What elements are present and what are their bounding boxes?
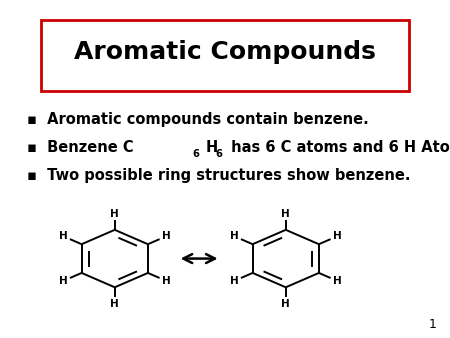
Text: H: H xyxy=(281,209,290,219)
Text: H: H xyxy=(205,140,217,154)
Text: H: H xyxy=(333,231,342,241)
Text: H: H xyxy=(162,276,171,286)
Text: H: H xyxy=(58,276,68,286)
Text: H: H xyxy=(110,209,119,219)
Text: ▪  Two possible ring structures show benzene.: ▪ Two possible ring structures show benz… xyxy=(27,168,410,183)
Text: 1: 1 xyxy=(428,318,436,331)
Text: Aromatic Compounds: Aromatic Compounds xyxy=(74,40,376,65)
Text: H: H xyxy=(281,298,290,309)
Text: has 6 C atoms and 6 H Atoms: has 6 C atoms and 6 H Atoms xyxy=(226,140,450,154)
Text: H: H xyxy=(58,231,68,241)
Text: H: H xyxy=(110,298,119,309)
Text: ▪  Aromatic compounds contain benzene.: ▪ Aromatic compounds contain benzene. xyxy=(27,113,369,127)
Text: H: H xyxy=(333,276,342,286)
FancyBboxPatch shape xyxy=(40,20,410,91)
Text: 6: 6 xyxy=(215,149,222,160)
Text: ▪  Benzene C: ▪ Benzene C xyxy=(27,140,134,154)
Text: 6: 6 xyxy=(193,149,199,160)
Text: H: H xyxy=(230,231,238,241)
Text: H: H xyxy=(162,231,171,241)
Text: H: H xyxy=(230,276,238,286)
